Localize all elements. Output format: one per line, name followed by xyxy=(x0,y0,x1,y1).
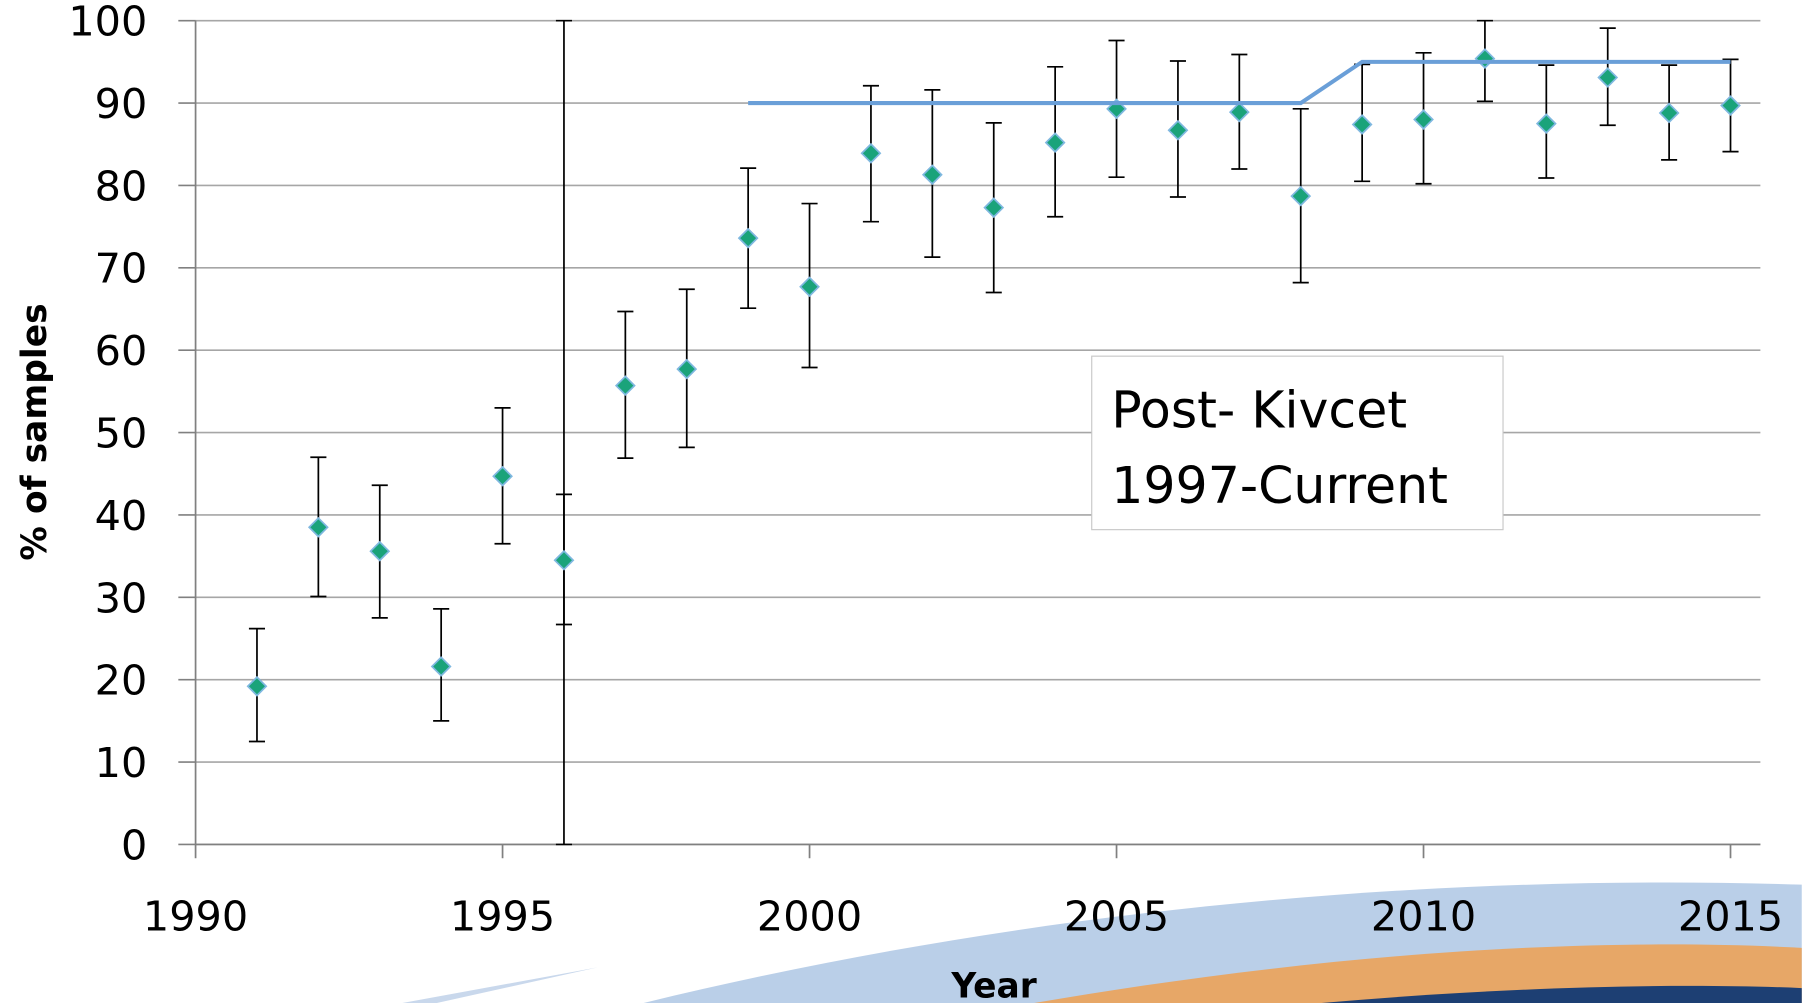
data-point xyxy=(1597,67,1619,88)
data-point xyxy=(1658,102,1680,124)
y-tick-label: 50 xyxy=(95,410,148,458)
data-point xyxy=(1720,95,1741,116)
data-point xyxy=(983,197,1005,219)
y-tick-label: 70 xyxy=(95,245,148,293)
data-point xyxy=(860,142,882,164)
data-point xyxy=(492,465,513,487)
y-tick-label: 100 xyxy=(68,0,147,46)
grid: 0 10 20 30 40 50 60 70 80 90 100 1990 1995 2000 2005 20… xyxy=(68,0,1783,941)
data-point xyxy=(614,375,636,397)
data-point xyxy=(921,164,943,186)
marks xyxy=(246,19,1741,846)
y-tick-label: 10 xyxy=(95,739,148,787)
data-point xyxy=(553,549,575,571)
x-tick-label: 1990 xyxy=(143,893,248,941)
data-point xyxy=(1290,185,1312,207)
x-tick-label: 2015 xyxy=(1678,893,1783,941)
data-point xyxy=(369,540,391,562)
data-point xyxy=(1167,119,1189,141)
y-tick-label: 30 xyxy=(95,574,148,622)
error-bar xyxy=(555,19,572,846)
data-point xyxy=(1351,114,1373,135)
x-tick-label: 2005 xyxy=(1064,893,1169,941)
decoration xyxy=(402,882,1802,1003)
x-axis-title: Year xyxy=(950,966,1036,1003)
annotation: 1997-Current xyxy=(1111,456,1448,515)
x-tick-label: 2010 xyxy=(1371,893,1476,941)
data-point xyxy=(246,675,268,697)
data-point xyxy=(307,516,329,538)
data-point xyxy=(1413,109,1434,130)
data-point xyxy=(1044,132,1066,154)
y-tick-label: 0 xyxy=(121,821,147,869)
data-point xyxy=(1474,48,1496,69)
data-point xyxy=(737,227,759,249)
data-point xyxy=(430,656,452,677)
target-line xyxy=(748,59,1731,106)
data-point xyxy=(1535,113,1557,135)
data-point xyxy=(1228,101,1250,123)
y-axis-title: % of samples xyxy=(15,303,55,560)
data-point xyxy=(676,358,698,380)
x-tick-label: 1995 xyxy=(450,893,555,941)
y-tick-label: 90 xyxy=(95,80,148,128)
y-tick-label: 60 xyxy=(95,327,148,375)
y-tick-label: 80 xyxy=(95,162,148,210)
annotation: Post- Kivcet xyxy=(1111,380,1407,439)
y-tick-label: 40 xyxy=(95,492,148,540)
data-point xyxy=(799,276,820,298)
x-tick-label: 2000 xyxy=(757,893,862,941)
y-tick-label: 20 xyxy=(95,657,148,705)
annotation-box: Post- Kivcet 1997-Current xyxy=(1091,355,1504,531)
